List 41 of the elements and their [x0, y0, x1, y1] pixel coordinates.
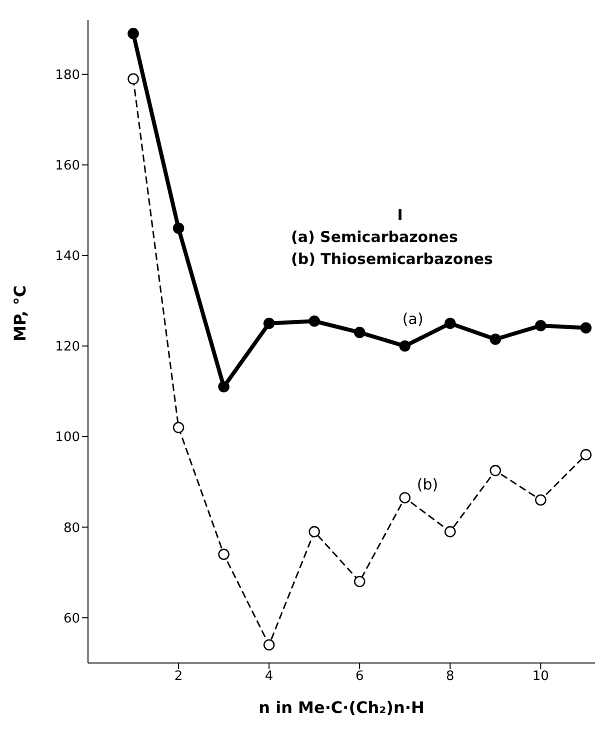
point: [580, 449, 592, 460]
point: [444, 318, 456, 330]
annotation: I: [397, 206, 403, 224]
point: [354, 326, 366, 338]
x-tick-label: 2: [174, 669, 183, 684]
point: [128, 73, 139, 85]
point: [263, 639, 275, 651]
y-tick-label: 60: [63, 611, 80, 626]
y-tick-label: 120: [55, 340, 80, 355]
point: [580, 322, 592, 334]
point: [444, 526, 456, 538]
point: [308, 526, 320, 538]
point: [399, 340, 411, 352]
point: [172, 422, 184, 434]
x-tick-label: 8: [446, 669, 454, 684]
point: [172, 222, 184, 234]
annotation: (b) Thiosemicarbazones: [291, 250, 494, 268]
point: [490, 334, 502, 345]
annotation: (a) Semicarbazones: [291, 228, 458, 246]
y-tick-label: 100: [55, 430, 80, 446]
point: [308, 315, 320, 327]
series-label: (b): [416, 476, 438, 494]
y-tick-label: 140: [55, 249, 80, 264]
point: [490, 464, 502, 476]
point: [218, 548, 230, 560]
point: [535, 494, 546, 506]
point: [128, 28, 139, 40]
x-axis-title: n in Me·C·(Ch₂)n·H: [258, 698, 424, 717]
point: [535, 320, 546, 332]
point: [354, 576, 366, 588]
point: [263, 318, 275, 330]
y-tick-label: 180: [55, 68, 80, 83]
point: [399, 492, 411, 504]
x-tick-label: 4: [264, 669, 274, 684]
y-tick-label: 80: [63, 520, 80, 536]
x-tick-label: 10: [532, 669, 549, 684]
x-tick-label: 6: [355, 669, 364, 684]
series-label: (a): [402, 310, 424, 328]
point: [218, 381, 230, 392]
y-axis-title: MP, °C: [10, 285, 30, 342]
y-tick-label: 160: [55, 158, 80, 174]
